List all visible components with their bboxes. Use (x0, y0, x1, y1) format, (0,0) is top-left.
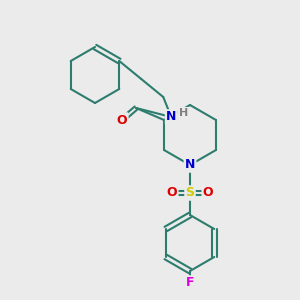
Text: O: O (117, 113, 127, 127)
Text: H: H (178, 108, 188, 118)
Text: O: O (203, 187, 213, 200)
Text: N: N (185, 158, 195, 172)
Text: O: O (167, 187, 177, 200)
Text: N: N (166, 110, 176, 124)
Text: F: F (186, 277, 194, 290)
Text: S: S (185, 187, 194, 200)
